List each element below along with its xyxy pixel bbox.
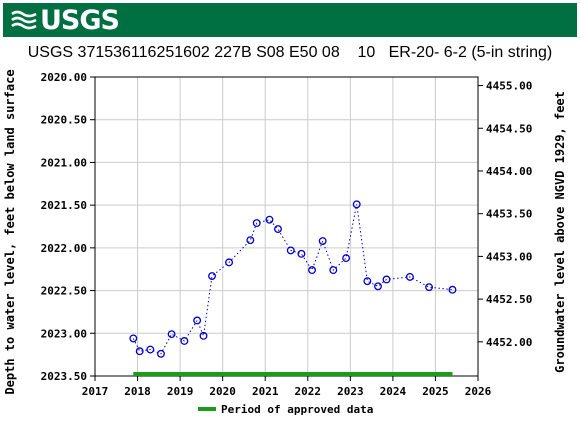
x-tick-label: 2025 (422, 385, 449, 398)
y-right-tick-label: 4455.00 (486, 80, 532, 93)
data-point (297, 249, 306, 258)
y-right-tick-label: 4452.00 (486, 336, 532, 349)
data-point (382, 275, 391, 284)
data-point (180, 337, 189, 345)
y-left-tick-label: 2023.00 (41, 327, 87, 340)
data-point (363, 277, 372, 286)
data-point (129, 334, 138, 343)
x-axis: 2017 2018 2019 2020 2021 2022 2023 2024 2025 2026 (82, 376, 492, 398)
y-right-tick-label: 4452.50 (486, 293, 532, 306)
data-point (135, 347, 144, 356)
data-point (252, 219, 261, 228)
y-right-tick-label: 4454.00 (486, 165, 532, 178)
data-point (308, 266, 316, 275)
x-tick-label: 2026 (465, 385, 492, 398)
chart-grid (94, 76, 479, 377)
data-point (286, 246, 295, 255)
legend-label: Period of approved data (221, 403, 373, 416)
data-point (157, 349, 165, 358)
y-right-tick-label: 4453.50 (486, 208, 532, 221)
legend: Period of approved data (198, 403, 373, 416)
y-right-tick-label: 4453.00 (486, 250, 532, 263)
y-axis-left-label: Depth to water level, feet below land su… (3, 69, 17, 394)
y-left-tick-label: 2021.00 (41, 156, 87, 169)
chart-title: USGS 371536116251602 227B S08 E50 08 10 … (27, 44, 553, 61)
data-line-group (132, 204, 453, 355)
usgs-wave-icon (11, 10, 37, 30)
usgs-logo-text: USGS (40, 4, 120, 36)
x-tick-label: 2024 (380, 385, 407, 398)
data-point (425, 283, 434, 292)
plot-area (94, 76, 479, 377)
data-point (199, 331, 208, 340)
data-series-line (132, 204, 453, 355)
y-left-tick-label: 2023.50 (41, 370, 87, 383)
x-tick-label: 2021 (252, 385, 279, 398)
data-point (265, 215, 274, 224)
data-point (374, 282, 382, 291)
data-point (225, 258, 233, 267)
data-point (193, 316, 202, 325)
data-point (208, 272, 216, 280)
y-axis-left: 2020.00 2020.50 2021.00 2021.50 2022.00 2022.… (41, 71, 95, 383)
y-axis-right: 4455.00 4454.50 4454.00 4453.50 4453.00 4452.… (478, 80, 532, 349)
data-point (329, 266, 338, 275)
usgs-logo[interactable]: USGS (11, 4, 120, 36)
data-point (146, 345, 155, 354)
y-left-tick-label: 2021.50 (41, 199, 87, 212)
data-point (318, 237, 327, 245)
y-left-tick-label: 2020.00 (41, 71, 87, 84)
data-point (405, 272, 414, 281)
usgs-banner: USGS (3, 3, 577, 37)
data-point (246, 236, 255, 245)
data-point (448, 285, 457, 294)
x-tick-label: 2023 (337, 385, 364, 398)
data-point (352, 200, 361, 209)
data-point (167, 330, 176, 339)
y-axis-right-label: Groundwater level above NGVD 1929, feet (553, 91, 567, 373)
x-tick-label: 2022 (295, 385, 322, 398)
x-tick-label: 2020 (209, 385, 236, 398)
x-tick-label: 2019 (167, 385, 194, 398)
x-tick-label: 2018 (124, 385, 151, 398)
data-point (342, 254, 351, 263)
y-left-tick-label: 2022.50 (41, 285, 87, 298)
x-tick-label: 2017 (82, 385, 109, 398)
y-left-tick-label: 2022.00 (41, 242, 87, 255)
data-point (274, 225, 282, 234)
y-right-tick-label: 4454.50 (486, 122, 532, 135)
data-points-group (129, 200, 457, 358)
y-left-tick-label: 2020.50 (41, 114, 87, 127)
